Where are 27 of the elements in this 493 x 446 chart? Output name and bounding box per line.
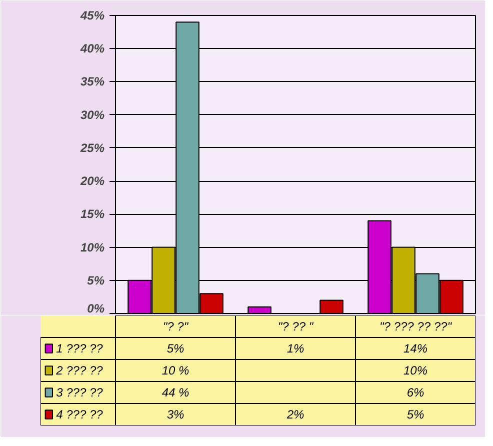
- y-tick-label: 20%: [79, 174, 105, 188]
- x-tick-label: "? ?? ": [278, 320, 314, 334]
- y-tick-label: 45%: [79, 8, 105, 22]
- data-label: 10%: [403, 364, 428, 378]
- data-label: 2%: [286, 408, 304, 422]
- data-label: 3%: [166, 408, 184, 422]
- legend-label: 4 ??? ??: [56, 408, 104, 422]
- x-tick-label: "? ??? ?? ??": [380, 320, 452, 334]
- data-label: 6%: [406, 386, 424, 400]
- y-tick-label: 40%: [79, 42, 105, 56]
- y-tick-label: 30%: [80, 108, 105, 122]
- legend-label: 3 ??? ??: [56, 386, 104, 400]
- y-tick-label: 5%: [87, 273, 105, 288]
- data-label: 1%: [286, 342, 304, 356]
- x-tick-label: "? ?": [162, 320, 189, 334]
- legend-label: 1 ??? ??: [56, 342, 104, 356]
- y-tick-label: 10%: [80, 240, 105, 254]
- y-tick-label: 0%: [87, 302, 105, 316]
- data-label: 14%: [403, 342, 428, 356]
- y-tick-label: 35%: [80, 74, 105, 89]
- data-label: 5%: [166, 342, 184, 356]
- y-tick-label: 25%: [79, 140, 105, 155]
- data-label: 5%: [406, 408, 424, 422]
- y-tick-label: 15%: [80, 207, 105, 222]
- legend-label: 2 ??? ??: [55, 364, 104, 378]
- data-label: 44 %: [162, 386, 190, 400]
- data-label: 10 %: [162, 364, 190, 378]
